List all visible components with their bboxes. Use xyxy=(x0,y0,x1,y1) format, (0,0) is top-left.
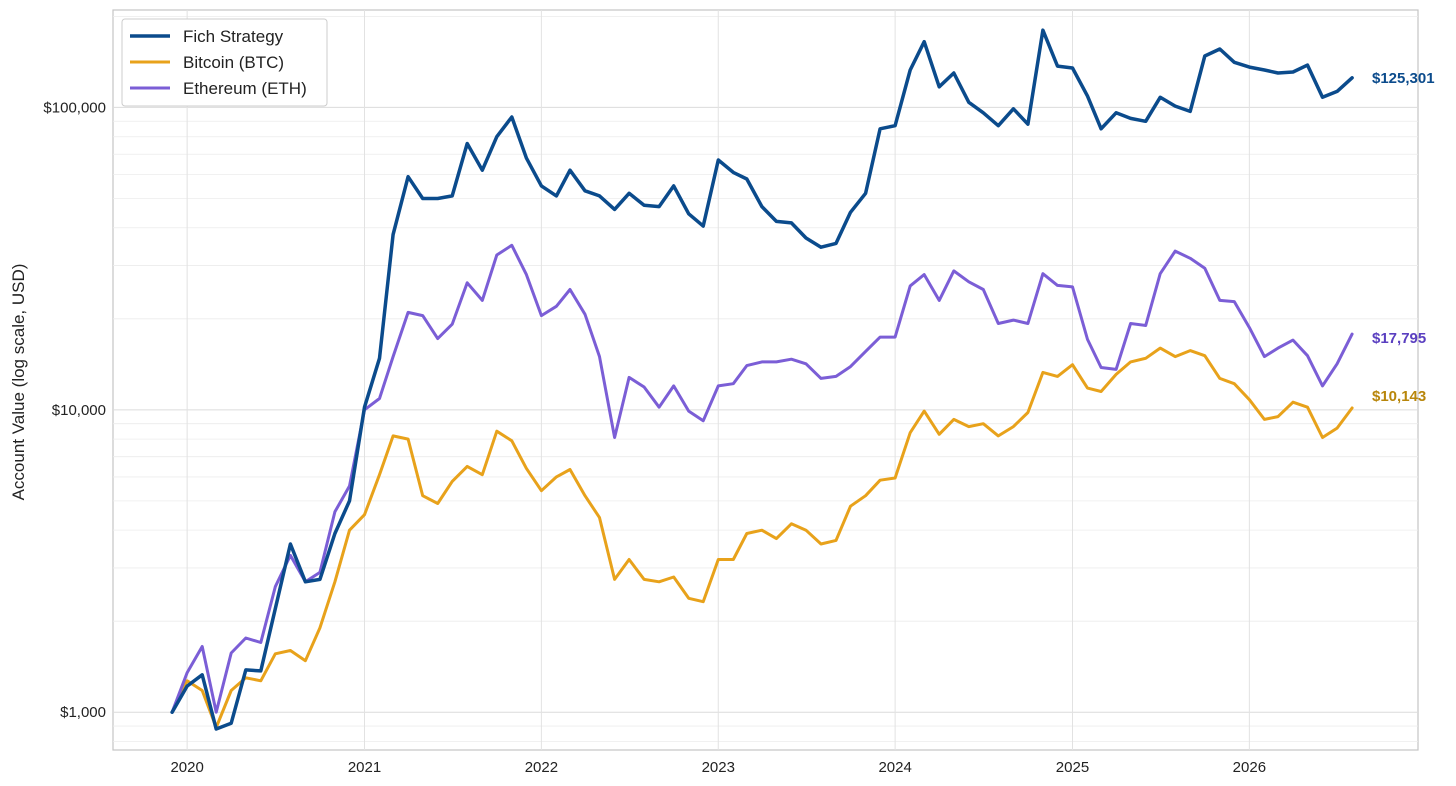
x-tick-label: 2023 xyxy=(702,759,735,776)
x-axis-ticks: 2020 2021 2022 2023 2024 2025 2026 xyxy=(170,759,1266,776)
series-line-2 xyxy=(170,243,1354,714)
end-value-label: $125,301 xyxy=(1372,70,1435,87)
x-tick-label: 2025 xyxy=(1056,759,1089,776)
series-lines xyxy=(170,28,1354,731)
series-line-1 xyxy=(170,346,1354,729)
legend-entry: Fich Strategy xyxy=(183,27,284,46)
x-tick-label: 2026 xyxy=(1233,759,1266,776)
series-line-0 xyxy=(170,28,1354,731)
end-labels: $125,301 $10,143 $17,795 xyxy=(1372,70,1435,405)
y-tick-label: $10,000 xyxy=(52,402,106,419)
legend: Fich Strategy Bitcoin (BTC) Ethereum (ETH) xyxy=(121,18,328,107)
x-tick-label: 2022 xyxy=(525,759,558,776)
plot-frame xyxy=(112,9,1419,751)
grid xyxy=(113,10,1418,750)
x-tick-label: 2020 xyxy=(170,759,203,776)
x-tick-label: 2024 xyxy=(878,759,911,776)
legend-box xyxy=(121,18,328,107)
end-value-label: $10,143 xyxy=(1372,388,1426,405)
x-tick-label: 2021 xyxy=(348,759,381,776)
legend-entry: Bitcoin (BTC) xyxy=(183,53,284,72)
legend-entry: Ethereum (ETH) xyxy=(183,79,307,98)
y-tick-label: $100,000 xyxy=(43,99,106,116)
y-axis-ticks: $1,000 $10,000 $100,000 xyxy=(43,99,106,721)
end-value-label: $17,795 xyxy=(1372,330,1426,347)
y-tick-label: $1,000 xyxy=(60,704,106,721)
y-axis-label: Account Value (log scale, USD) xyxy=(9,264,28,501)
